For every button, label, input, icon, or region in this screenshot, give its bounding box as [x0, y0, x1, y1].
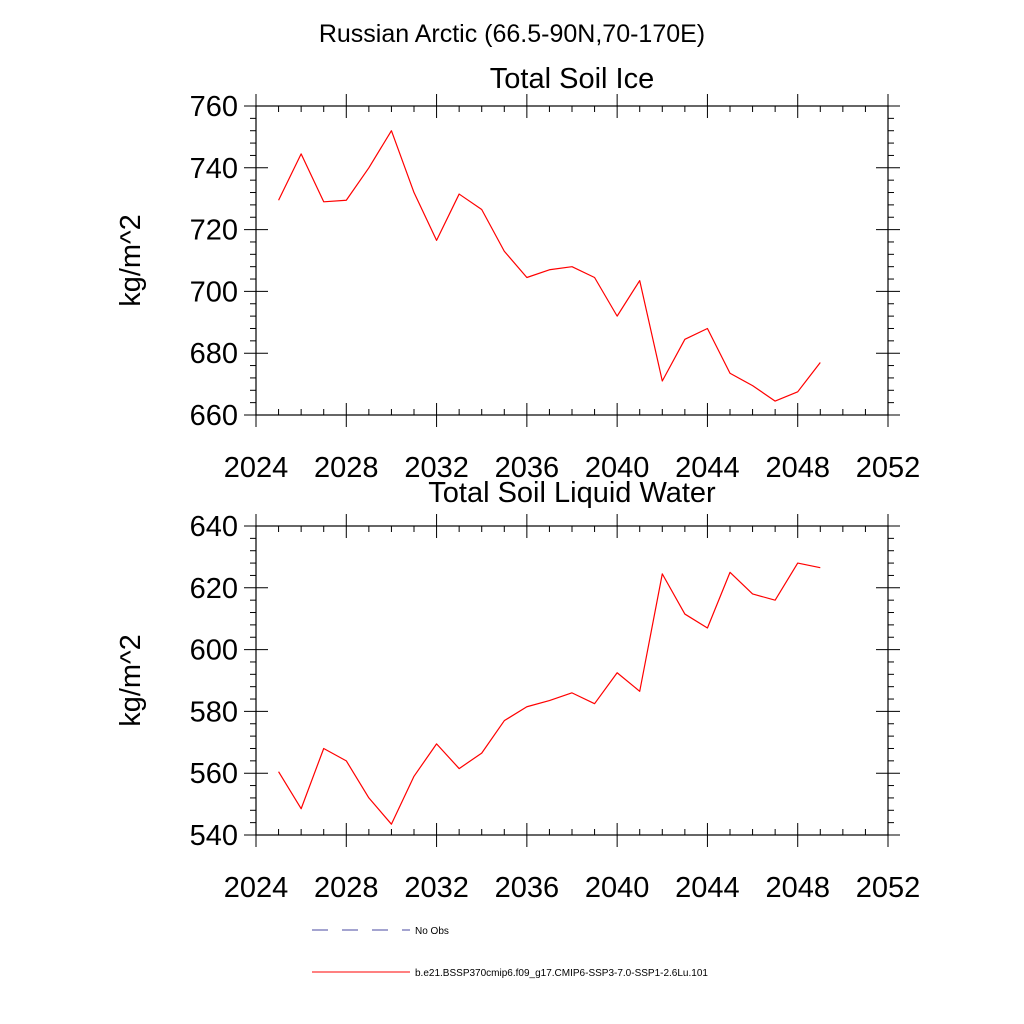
- x-tick-label: 2036: [495, 872, 560, 904]
- x-tick-label: 2048: [765, 872, 830, 904]
- y-tick-label: 680: [190, 338, 238, 370]
- x-tick-label: 2048: [765, 452, 830, 484]
- y-tick-label: 540: [190, 820, 238, 852]
- x-tick-label: 2032: [404, 452, 469, 484]
- plot-frame: [255, 105, 889, 416]
- x-tick-label: 2028: [314, 452, 379, 484]
- y-tick-label: 720: [190, 215, 238, 247]
- y-tick-label: 620: [190, 573, 238, 605]
- y-tick-label: 640: [190, 511, 238, 543]
- panel-title: Total Soil Ice: [490, 63, 654, 95]
- x-tick-label: 2044: [675, 452, 740, 484]
- x-tick-label: 2036: [495, 452, 560, 484]
- x-tick-label: 2040: [585, 452, 650, 484]
- panel-title: Total Soil Liquid Water: [428, 477, 716, 509]
- y-axis-label: kg/m^2: [115, 214, 147, 307]
- figure-title: Russian Arctic (66.5-90N,70-170E): [319, 20, 705, 48]
- y-tick-label: 760: [190, 91, 238, 123]
- legend-label-1: No Obs: [415, 926, 449, 937]
- series-line: [278, 562, 821, 825]
- y-tick-label: 740: [190, 153, 238, 185]
- x-tick-label: 2024: [224, 872, 289, 904]
- series-line: [278, 130, 821, 402]
- legend-label-2: b.e21.BSSP370cmip6.f09_g17.CMIP6-SSP3-7.…: [415, 968, 708, 979]
- x-tick-label: 2032: [404, 872, 469, 904]
- y-tick-label: 560: [190, 758, 238, 790]
- plot-frame: [255, 525, 889, 836]
- y-tick-label: 580: [190, 696, 238, 728]
- y-tick-label: 700: [190, 276, 238, 308]
- x-tick-label: 2052: [856, 452, 921, 484]
- y-axis-label: kg/m^2: [115, 634, 147, 727]
- y-tick-label: 660: [190, 400, 238, 432]
- x-tick-label: 2028: [314, 872, 379, 904]
- x-tick-label: 2044: [675, 872, 740, 904]
- x-tick-label: 2024: [224, 452, 289, 484]
- y-tick-label: 600: [190, 635, 238, 667]
- x-tick-label: 2040: [585, 872, 650, 904]
- x-tick-label: 2052: [856, 872, 921, 904]
